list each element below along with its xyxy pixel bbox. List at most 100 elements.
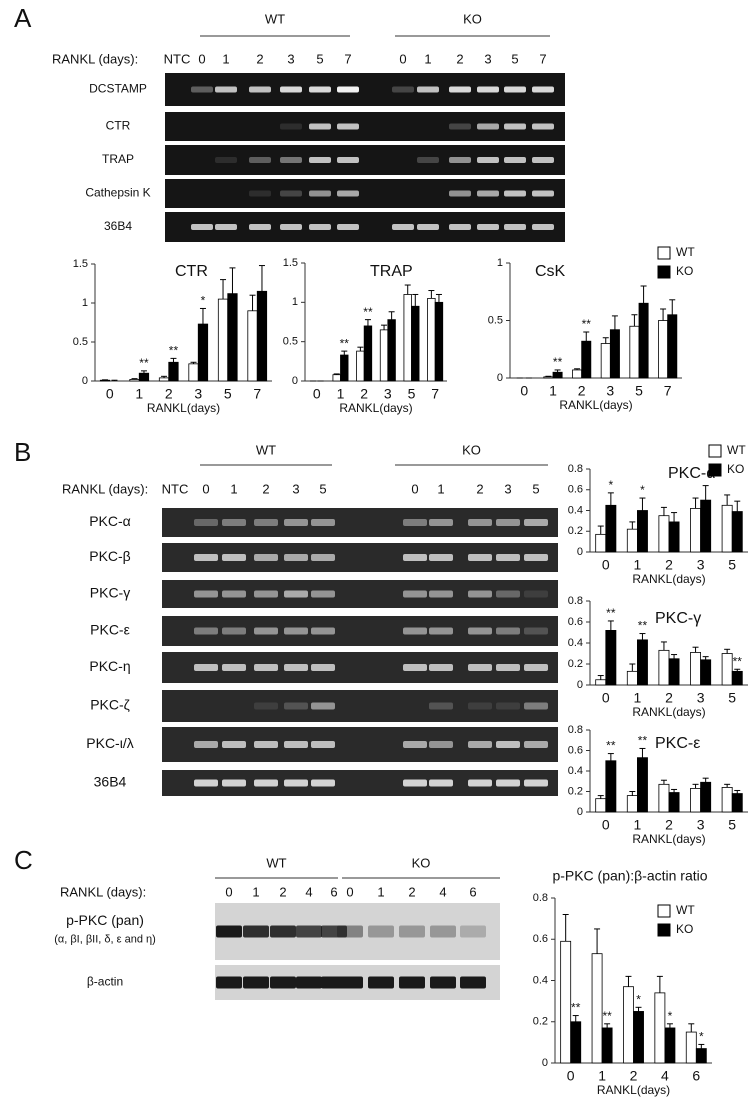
legend-label: KO: [676, 264, 693, 278]
lane-label: 1: [222, 51, 229, 66]
lane-title: RANKL (days):: [60, 884, 146, 899]
gel-band: [254, 554, 278, 561]
gel-band: [270, 925, 296, 938]
gel-band: [284, 779, 308, 787]
legend-label: WT: [676, 903, 695, 917]
gel-band: [417, 157, 439, 163]
gel-band: [254, 779, 278, 787]
row-label: PKC-ζ: [90, 697, 130, 713]
bar: WT: [685, 1031, 697, 1064]
bar: KO: [731, 511, 743, 553]
significance: *: [636, 992, 641, 1006]
gel-band: [403, 779, 427, 787]
y-tick-label: 0.2: [568, 658, 583, 670]
gel-band: [254, 627, 278, 635]
gel-band: [403, 554, 427, 561]
gel-band: [311, 519, 335, 526]
y-tick-label: 1.5: [283, 257, 298, 269]
bar: KO: [605, 630, 617, 686]
bar: WT: [560, 940, 572, 1064]
row-label: PKC-γ: [90, 585, 130, 601]
significance: **: [733, 654, 743, 668]
gel-band: [222, 627, 246, 635]
lane-label: 0: [346, 884, 353, 899]
panel-label: A: [14, 3, 32, 33]
gel-band: [449, 123, 471, 130]
gel-band: [532, 157, 554, 163]
row-label: β-actin: [87, 975, 123, 989]
x-tick-label: 6: [692, 1068, 700, 1084]
gel-band: [254, 519, 278, 526]
bar: KO: [256, 290, 268, 382]
gel-band: [504, 224, 526, 230]
gel-band: [191, 224, 213, 230]
significance: **: [340, 336, 350, 350]
gel-band: [524, 627, 548, 635]
x-tick-label: 2: [665, 557, 673, 573]
gel-band: [249, 86, 271, 93]
y-tick-label: 0.2: [568, 785, 583, 797]
y-tick-label: 0.5: [73, 336, 88, 348]
x-tick-label: 5: [728, 690, 736, 706]
x-tick-label: 7: [664, 383, 672, 399]
x-tick-label: 0: [602, 690, 610, 706]
bar: WT: [658, 320, 669, 379]
bar: WT: [595, 533, 607, 553]
bar: KO: [668, 792, 680, 813]
row-label: PKC-α: [89, 513, 131, 529]
gel-band: [284, 519, 308, 526]
bar: WT: [158, 377, 170, 382]
chart-title: PKC-α: [668, 465, 715, 482]
significance: **: [602, 1009, 612, 1023]
y-tick-label: 0.2: [533, 1016, 548, 1028]
gel-band: [249, 190, 271, 197]
row-label: DCSTAMP: [89, 82, 147, 96]
y-tick-label: 0.6: [568, 484, 583, 496]
gel-band: [524, 779, 548, 787]
bar: KO: [664, 1027, 676, 1064]
gel-band: [429, 702, 453, 710]
x-axis-label: RANKL(days): [632, 572, 705, 586]
x-axis-label: RANKL(days): [339, 401, 412, 415]
gel-band: [477, 86, 499, 93]
gel-band: [280, 224, 302, 230]
bar: WT: [626, 528, 638, 553]
significance: **: [169, 344, 179, 358]
gel-band: [284, 627, 308, 635]
gel-band: [496, 779, 520, 787]
gel-band: [403, 590, 427, 598]
x-tick-label: 1: [337, 386, 345, 402]
significance: **: [363, 305, 373, 319]
gel-band: [417, 224, 439, 230]
gel-band: [311, 664, 335, 671]
x-tick-label: 1: [634, 817, 642, 833]
row-label: PKC-ε: [90, 622, 130, 638]
bar: WT: [626, 670, 638, 686]
x-tick-label: 0: [602, 817, 610, 833]
legend-label: KO: [727, 462, 744, 476]
bar: WT: [658, 783, 670, 813]
gel-band: [392, 224, 414, 230]
gel-band: [504, 86, 526, 93]
gel-band: [243, 976, 269, 989]
x-tick-label: 7: [431, 386, 439, 402]
gel-band: [280, 123, 302, 130]
bar: WT: [403, 294, 412, 382]
significance: **: [582, 317, 592, 331]
x-tick-label: 2: [665, 690, 673, 706]
gel-band: [194, 779, 218, 787]
bar: KO: [700, 659, 712, 686]
bar: KO: [434, 301, 444, 382]
group-label: KO: [463, 11, 482, 26]
legend-label: WT: [727, 443, 746, 457]
legend-swatch: [657, 246, 671, 260]
gel-band: [284, 702, 308, 710]
gel-band: [368, 925, 394, 938]
y-tick-label: 0.6: [568, 616, 583, 628]
chart-title: CTR: [175, 263, 208, 280]
gel-band: [215, 86, 237, 93]
x-tick-label: 1: [634, 557, 642, 573]
bar: KO: [387, 319, 396, 382]
lane-label: 1: [424, 51, 431, 66]
chart-title: PKC-ε: [655, 735, 700, 752]
